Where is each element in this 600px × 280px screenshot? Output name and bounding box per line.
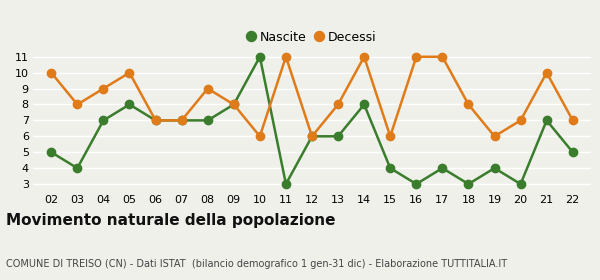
Nascite	[413, 182, 420, 186]
Nascite	[465, 182, 472, 186]
Nascite	[152, 119, 159, 122]
Nascite	[256, 55, 263, 59]
Decessi	[543, 71, 550, 74]
Nascite	[361, 103, 368, 106]
Decessi	[256, 135, 263, 138]
Decessi	[126, 71, 133, 74]
Decessi	[334, 103, 341, 106]
Line: Decessi: Decessi	[47, 53, 577, 141]
Nascite	[47, 151, 55, 154]
Decessi	[204, 87, 211, 90]
Text: COMUNE DI TREISO (CN) - Dati ISTAT  (bilancio demografico 1 gen-31 dic) - Elabor: COMUNE DI TREISO (CN) - Dati ISTAT (bila…	[6, 259, 507, 269]
Decessi	[178, 119, 185, 122]
Nascite	[386, 166, 394, 170]
Nascite	[204, 119, 211, 122]
Nascite	[517, 182, 524, 186]
Decessi	[152, 119, 159, 122]
Decessi	[47, 71, 55, 74]
Decessi	[100, 87, 107, 90]
Nascite	[178, 119, 185, 122]
Nascite	[439, 166, 446, 170]
Nascite	[569, 151, 577, 154]
Decessi	[491, 135, 498, 138]
Nascite	[283, 182, 290, 186]
Nascite	[491, 166, 498, 170]
Decessi	[386, 135, 394, 138]
Decessi	[308, 135, 316, 138]
Line: Nascite: Nascite	[47, 53, 577, 188]
Nascite	[543, 119, 550, 122]
Decessi	[74, 103, 81, 106]
Decessi	[413, 55, 420, 59]
Decessi	[283, 55, 290, 59]
Nascite	[308, 135, 316, 138]
Nascite	[334, 135, 341, 138]
Decessi	[361, 55, 368, 59]
Nascite	[230, 103, 238, 106]
Nascite	[100, 119, 107, 122]
Nascite	[74, 166, 81, 170]
Decessi	[517, 119, 524, 122]
Nascite	[126, 103, 133, 106]
Text: Movimento naturale della popolazione: Movimento naturale della popolazione	[6, 213, 335, 228]
Decessi	[230, 103, 238, 106]
Decessi	[465, 103, 472, 106]
Decessi	[569, 119, 577, 122]
Legend: Nascite, Decessi: Nascite, Decessi	[243, 26, 381, 49]
Decessi	[439, 55, 446, 59]
